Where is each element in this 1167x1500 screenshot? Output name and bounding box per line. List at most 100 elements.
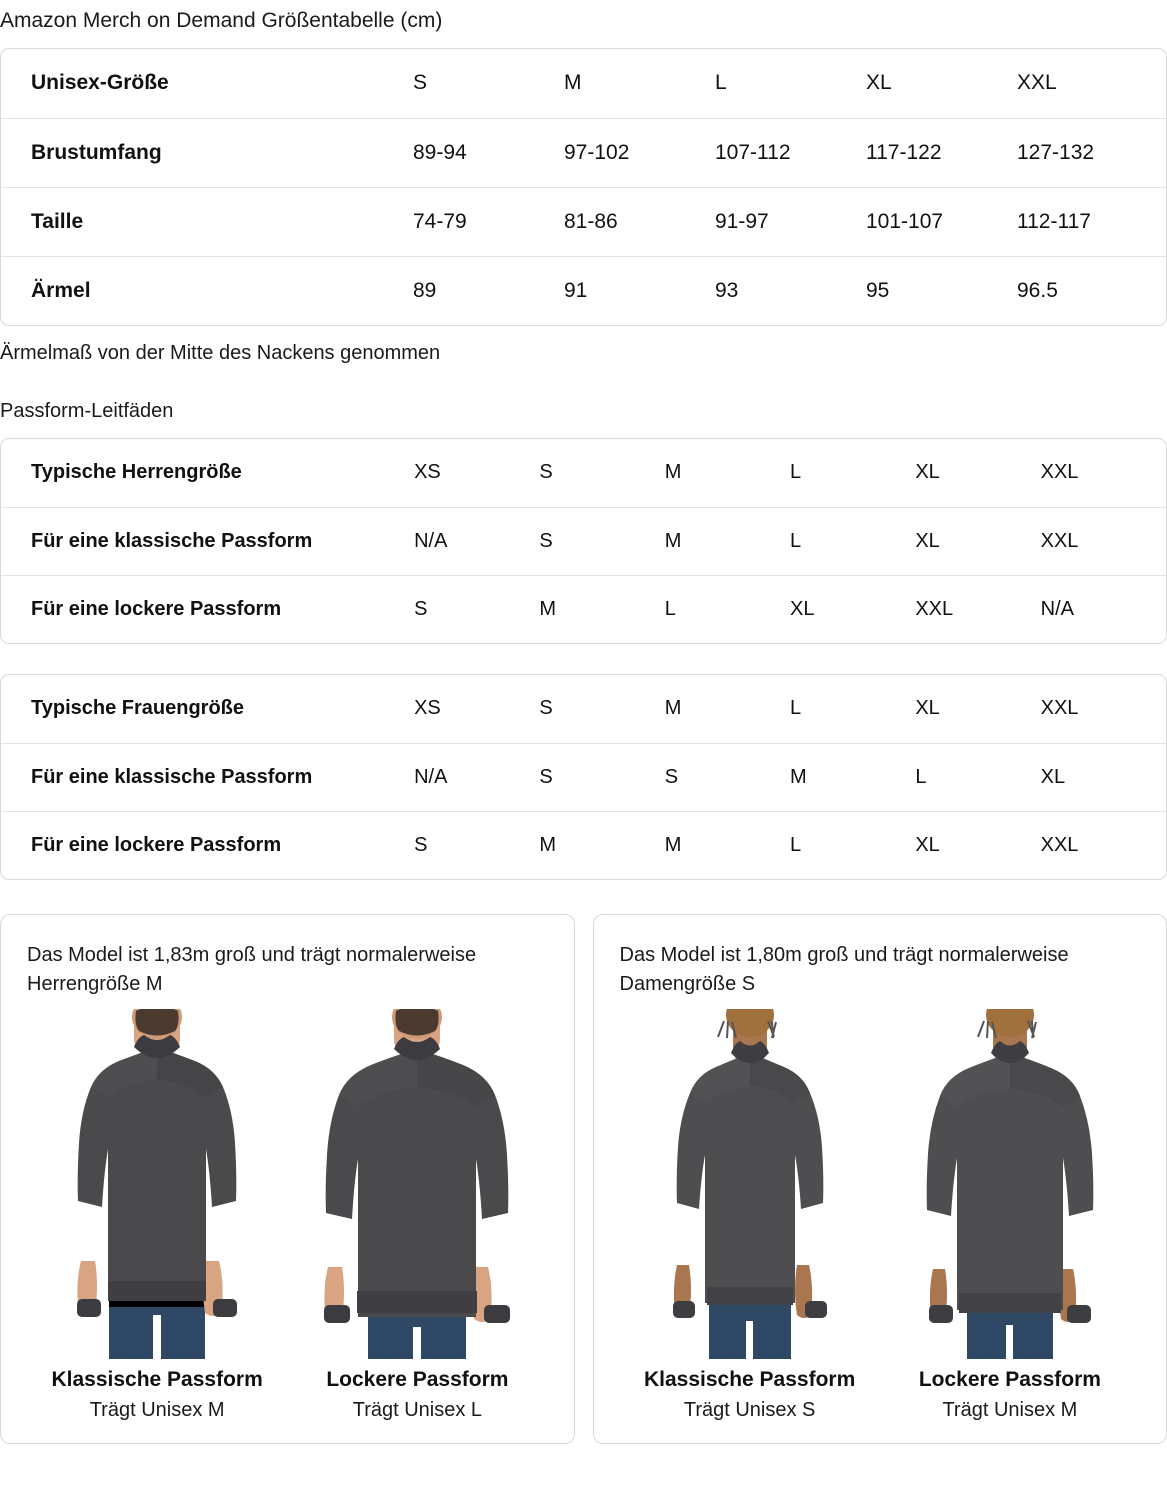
table-row: Ärmel 89 91 93 95 96.5	[1, 255, 1166, 325]
female-relaxed-caption: Lockere Passform Trägt Unisex M	[880, 1365, 1140, 1425]
mens-classic-0: N/A	[414, 506, 540, 575]
cell-waist-m: 81-86	[564, 186, 715, 256]
cell-chest-m: 97-102	[564, 117, 715, 187]
womens-classic-4: L	[915, 742, 1041, 811]
table-row: Für eine lockere Passform S M L XL XXL N…	[1, 574, 1166, 643]
mens-header-m: M	[664, 461, 682, 484]
mens-relaxed-5: N/A	[1040, 574, 1166, 643]
womens-relaxed-4: XL	[915, 810, 1041, 879]
cell-sleeve-xxl: 96.5	[1017, 255, 1166, 325]
mens-relaxed-4: XXL	[915, 574, 1041, 643]
cell-chest-l: 107-112	[715, 117, 866, 187]
womens-fit-table-card: Typische Frauengröße XS S M L XL XXL Für…	[0, 674, 1167, 880]
column-header-m: M	[564, 71, 582, 95]
model-cards-row: Das Model ist 1,83m groß und trägt norma…	[0, 914, 1167, 1444]
fit-name: Lockere Passform	[326, 1368, 509, 1391]
cell-waist-s: 74-79	[413, 186, 564, 256]
wears-size: Trägt Unisex M	[89, 1399, 225, 1421]
cell-waist-xl: 101-107	[866, 186, 1017, 256]
womens-classic-5: XL	[1040, 742, 1166, 811]
page-title: Amazon Merch on Demand Größentabelle (cm…	[0, 9, 443, 32]
mens-fit-table-card: Typische Herrengröße XS S M L XL XXL Für…	[0, 438, 1167, 644]
mens-relaxed-2: L	[664, 574, 790, 643]
fit-name: Klassische Passform	[643, 1368, 856, 1391]
mens-relaxed-0: S	[414, 574, 540, 643]
womens-classic-3: M	[790, 742, 916, 811]
mens-classic-3: L	[790, 506, 916, 575]
row-label-typical-mens-size: Typische Herrengröße	[31, 461, 242, 484]
male-model-intro: Das Model ist 1,83m groß und trägt norma…	[27, 944, 477, 995]
cell-sleeve-xl: 95	[866, 255, 1017, 325]
cell-sleeve-s: 89	[413, 255, 564, 325]
womens-header-m: M	[664, 697, 682, 720]
male-model-figures	[27, 1009, 548, 1359]
womens-header-xxl: XXL	[1040, 697, 1079, 720]
table-row-header: Unisex-Größe S M L XL XXL	[1, 49, 1166, 118]
fit-name: Lockere Passform	[918, 1368, 1101, 1391]
mens-relaxed-3: XL	[790, 574, 916, 643]
female-classic-fit-photo	[620, 1009, 880, 1359]
column-header-xxl: XXL	[1017, 71, 1057, 95]
mens-relaxed-1: M	[539, 574, 665, 643]
mens-classic-5: XXL	[1040, 506, 1166, 575]
mens-header-xs: XS	[414, 461, 441, 484]
size-chart-page: Amazon Merch on Demand Größentabelle (cm…	[0, 9, 1167, 1444]
row-label-waist: Taille	[1, 186, 413, 256]
womens-header-s: S	[539, 697, 553, 720]
mens-classic-1: S	[539, 506, 665, 575]
womens-header-xs: XS	[414, 697, 441, 720]
column-header-l: L	[715, 71, 727, 95]
mens-header-l: L	[790, 461, 802, 484]
column-header-unisex-size: Unisex-Größe	[31, 71, 169, 95]
male-model-card: Das Model ist 1,83m groß und trägt norma…	[0, 914, 575, 1444]
male-classic-fit-photo	[27, 1009, 287, 1359]
cell-chest-xl: 117-122	[866, 117, 1017, 187]
cell-waist-l: 91-97	[715, 186, 866, 256]
measurement-table-card: Unisex-Größe S M L XL XXL Brustumfang 89…	[0, 48, 1167, 326]
wears-size: Trägt Unisex S	[683, 1399, 816, 1421]
womens-relaxed-5: XXL	[1040, 810, 1166, 879]
womens-header-xl: XL	[915, 697, 940, 720]
row-label-typical-womens-size: Typische Frauengröße	[31, 697, 245, 720]
male-model-captions: Klassische Passform Trägt Unisex M Locke…	[27, 1365, 548, 1425]
womens-classic-2: S	[664, 742, 790, 811]
cell-sleeve-m: 91	[564, 255, 715, 325]
womens-fit-table: Typische Frauengröße XS S M L XL XXL Für…	[1, 675, 1166, 879]
male-classic-caption: Klassische Passform Trägt Unisex M	[27, 1365, 287, 1425]
wears-size: Trägt Unisex M	[942, 1399, 1078, 1421]
female-model-captions: Klassische Passform Trägt Unisex S Locke…	[620, 1365, 1141, 1425]
fit-guides-heading: Passform-Leitfäden	[0, 400, 174, 422]
table-row: Für eine klassische Passform N/A S S M L…	[1, 742, 1166, 811]
row-label-sleeve: Ärmel	[1, 255, 413, 325]
female-relaxed-fit-photo	[880, 1009, 1140, 1359]
mens-header-s: S	[539, 461, 553, 484]
row-label-womens-relaxed-fit: Für eine lockere Passform	[1, 810, 415, 879]
female-classic-caption: Klassische Passform Trägt Unisex S	[620, 1365, 880, 1425]
cell-chest-xxl: 127-132	[1017, 117, 1166, 187]
measurement-table: Unisex-Größe S M L XL XXL Brustumfang 89…	[1, 49, 1166, 325]
womens-classic-1: S	[539, 742, 665, 811]
cell-waist-xxl: 112-117	[1017, 186, 1166, 256]
female-model-card: Das Model ist 1,80m groß und trägt norma…	[592, 914, 1167, 1444]
womens-header-l: L	[790, 697, 802, 720]
female-model-figures	[620, 1009, 1141, 1359]
column-header-xl: XL	[866, 71, 892, 95]
wears-size: Trägt Unisex L	[352, 1399, 483, 1421]
mens-header-xxl: XXL	[1040, 461, 1079, 484]
table-row: Taille 74-79 81-86 91-97 101-107 112-117	[1, 186, 1166, 256]
womens-relaxed-0: S	[414, 810, 540, 879]
womens-relaxed-3: L	[790, 810, 916, 879]
table-row: Für eine klassische Passform N/A S M L X…	[1, 506, 1166, 575]
sleeve-measurement-note: Ärmelmaß von der Mitte des Nackens genom…	[0, 342, 441, 364]
womens-relaxed-2: M	[664, 810, 790, 879]
mens-classic-4: XL	[915, 506, 1041, 575]
male-relaxed-fit-photo	[287, 1009, 547, 1359]
cell-sleeve-l: 93	[715, 255, 866, 325]
womens-classic-0: N/A	[414, 742, 540, 811]
table-row-header: Typische Herrengröße XS S M L XL XXL	[1, 439, 1166, 507]
row-label-mens-classic-fit: Für eine klassische Passform	[1, 506, 415, 575]
cell-chest-s: 89-94	[413, 117, 564, 187]
mens-fit-table: Typische Herrengröße XS S M L XL XXL Für…	[1, 439, 1166, 643]
row-label-chest: Brustumfang	[1, 117, 413, 187]
mens-classic-2: M	[664, 506, 790, 575]
